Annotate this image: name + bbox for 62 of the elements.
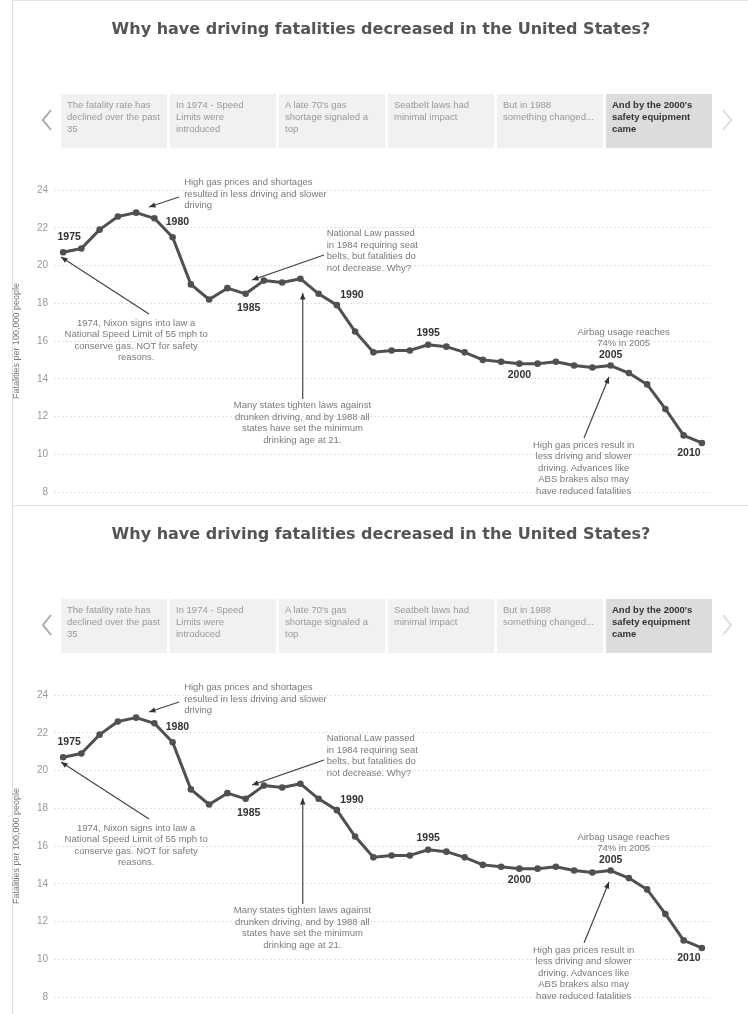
annotation: 2005 xyxy=(598,853,623,866)
annotation: 1974, Nixon signs into law a National Speed Limit of 55 mph to conserve gas. NOT for safety reasons. xyxy=(64,316,208,363)
text: But in 1988 something changed... xyxy=(497,94,603,148)
y-tick-label: 10 xyxy=(36,953,49,964)
y-tick-label: 8 xyxy=(42,990,49,1002)
annotation: Airbag usage reaches 74% in 2005 xyxy=(577,325,671,349)
annotation: 2005 xyxy=(598,348,623,361)
annotation: 2000 xyxy=(507,872,532,885)
text: A late 70's gas shortage signaled a top xyxy=(279,599,385,653)
y-tick-label: 24 xyxy=(36,183,49,195)
y-axis-title: Fatalities per 100,000 people xyxy=(10,787,21,905)
y-tick-label: 22 xyxy=(36,726,49,738)
y-tick-label: 16 xyxy=(36,839,49,851)
annotation: 1975 xyxy=(57,230,81,243)
annotation: 1980 xyxy=(165,720,190,733)
annotation: 2000 xyxy=(507,367,532,380)
annotation: 1975 xyxy=(57,735,81,748)
y-tick-label: 22 xyxy=(36,221,49,233)
y-axis-title: Fatalities per 100,000 people xyxy=(10,282,21,400)
annotation: High gas prices result in less driving and slower driving. Advances like ABS brakes also may have reduced fatalities xyxy=(532,943,635,1001)
y-tick-label: 20 xyxy=(36,259,49,271)
annotation: 2010 xyxy=(677,950,701,963)
y-tick-label: 24 xyxy=(36,688,49,700)
y-tick-label: 12 xyxy=(36,410,49,422)
text: In 1974 - Speed Limits were introduced xyxy=(170,599,276,653)
annotation: 1995 xyxy=(416,830,440,843)
annotation: Airbag usage reaches 74% in 2005 xyxy=(577,830,671,854)
annotation: 2010 xyxy=(677,445,701,458)
annotation: 1985 xyxy=(236,805,261,818)
text: And by the 2000's safety equipment came xyxy=(606,94,712,148)
y-tick-label: 16 xyxy=(36,334,49,346)
annotation: 1990 xyxy=(340,793,364,806)
annotation: National Law passed in 1984 requiring seat belts, but fatalities do not decrease. Why? xyxy=(326,732,419,778)
text: But in 1988 something changed... xyxy=(497,599,603,653)
annotation: 1974, Nixon signs into law a National Speed Limit of 55 mph to conserve gas. NOT for safety reasons. xyxy=(64,821,208,868)
y-tick-label: 14 xyxy=(36,372,49,384)
annotation: 1980 xyxy=(165,215,190,228)
annotation: 1985 xyxy=(236,300,261,313)
y-tick-label: 12 xyxy=(36,915,49,927)
annotation: High gas prices result in less driving and slower driving. Advances like ABS brakes also may have reduced fatalities xyxy=(532,438,635,496)
text: And by the 2000's safety equipment came xyxy=(606,599,712,653)
y-tick-label: 20 xyxy=(36,764,49,776)
text: The fatality rate has declined over the past 35 xyxy=(61,94,167,148)
text: Seatbelt laws had minimal impact xyxy=(388,94,494,148)
y-tick-label: 18 xyxy=(36,802,49,813)
annotation: Many states tighten laws against drunken driving, and by 1988 all states have set the minimum drinking age at 21. xyxy=(233,904,372,950)
annotation: 1995 xyxy=(416,325,440,338)
annotation: 1990 xyxy=(340,288,364,301)
chart-title: Why have driving fatalities decreased in the United States? xyxy=(110,524,652,543)
y-tick-label: 8 xyxy=(42,485,49,497)
chart-title: Why have driving fatalities decreased in the United States? xyxy=(110,19,652,38)
y-tick-label: 14 xyxy=(36,877,49,889)
annotation: High gas prices and shortages resulted in less driving and slower driving xyxy=(184,681,327,716)
annotation: Many states tighten laws against drunken driving, and by 1988 all states have set the minimum drinking age at 21. xyxy=(233,399,372,445)
y-tick-label: 10 xyxy=(36,448,49,459)
text: Seatbelt laws had minimal impact xyxy=(388,599,494,653)
text: A late 70's gas shortage signaled a top xyxy=(279,94,385,148)
annotation: High gas prices and shortages resulted in less driving and slower driving xyxy=(184,176,327,211)
y-tick-label: 18 xyxy=(36,297,49,308)
text: The fatality rate has declined over the past 35 xyxy=(61,599,167,653)
annotation: National Law passed in 1984 requiring seat belts, but fatalities do not decrease. Why? xyxy=(326,227,419,273)
text: In 1974 - Speed Limits were introduced xyxy=(170,94,276,148)
